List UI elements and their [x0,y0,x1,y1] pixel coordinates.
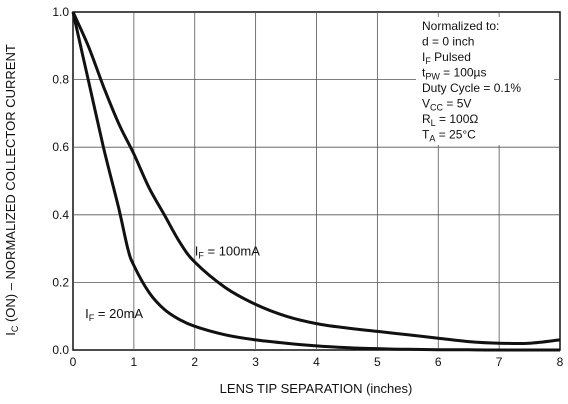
annotation-line-rest: = 25°C [435,128,476,142]
series-label-0: IF = 100mA [195,243,260,260]
y-tick-label: 0.8 [52,73,69,87]
y-axis-label: IC (ON) – NORMALIZED COLLECTOR CURRENT [3,44,20,336]
series-label-0-rest: = 100mA [204,243,260,258]
annotation-line: Duty Cycle = 0.1% [422,81,521,95]
annotation-line-main: V [422,97,430,111]
curves [71,11,561,352]
x-tick-label: 8 [557,355,564,369]
annotation-line-rest: = 5V [443,97,471,111]
annotation-line-main: Normalized to: [422,19,499,33]
y-axis-label-rest: (ON) – NORMALIZED COLLECTOR CURRENT [3,44,18,326]
annotation-line-main: T [422,128,430,142]
annotation-line-subscript: A [429,134,435,144]
annotation-line-rest: = 100µs [440,66,487,80]
y-axis-label-subscript: C [10,325,20,332]
x-tick-label: 7 [496,355,503,369]
grid [73,12,560,350]
x-tick-label: 6 [435,355,442,369]
y-tick-label: 0.4 [52,208,69,222]
x-tick-label: 2 [191,355,198,369]
y-tick-label: 0.6 [52,140,69,154]
annotation-line-main: t [422,66,426,80]
series-label-1-subscript: F [89,313,95,323]
series-label-1: IF = 20mA [85,306,143,323]
series-label-1-main: I [85,306,89,321]
series-label-1-rest: = 20mA [94,306,143,321]
y-tick-label: 0.0 [52,343,69,357]
annotation-line-subscript: CC [430,103,443,113]
tick-labels: 0 1 2 3 4 5 6 7 8 0.0 0.2 0.4 0.6 0.8 1.0 [52,5,563,369]
series-line-1 [71,11,560,352]
series-label-0-main: I [195,243,199,258]
annotation-line: TA = 25°C [422,128,476,144]
annotation-background [416,17,554,145]
annotation-line-main: Duty Cycle = 0.1% [422,81,521,95]
series-line-0 [71,11,561,346]
series-label-0-subscript: F [198,250,204,260]
x-axis-label: LENS TIP SEPARATION (inches) [220,381,413,396]
y-axis-label-main: I [3,332,18,336]
annotation-line-main: I [422,50,425,64]
annotation-line: Normalized to: [422,19,499,33]
annotation-line-subscript: PW [425,72,440,82]
annotation-line: IF Pulsed [422,50,471,66]
x-tick-label: 5 [374,355,381,369]
annotation-line-rest: = 100Ω [436,112,479,126]
y-tick-label: 1.0 [52,5,69,19]
annotation-line-main: R [422,112,431,126]
annotation-line-main: d = 0 inch [422,35,474,49]
annotation-line-subscript: F [425,56,431,66]
annotation-line: VCC = 5V [422,97,471,113]
annotation-line: tPW = 100µs [422,66,486,82]
x-tick-label: 1 [131,355,138,369]
x-tick-label: 0 [70,355,77,369]
annotation-line-rest: Pulsed [431,50,471,64]
x-tick-label: 4 [313,355,320,369]
y-tick-label: 0.2 [52,275,69,289]
annotation-line: RL = 100Ω [422,112,478,128]
annotation-line: d = 0 inch [422,35,474,49]
annotation-line-subscript: L [431,118,436,128]
x-tick-label: 3 [252,355,259,369]
